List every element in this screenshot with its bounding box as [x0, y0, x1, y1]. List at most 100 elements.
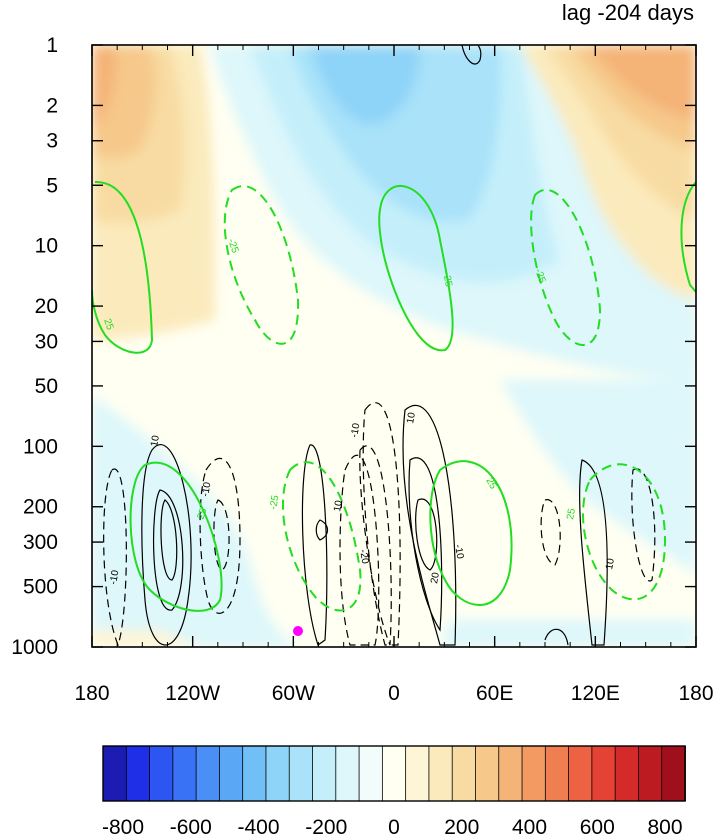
clabel-black-10-b: 10 — [332, 499, 345, 512]
contour-pos-2 — [301, 444, 328, 646]
colorbar-swatch — [265, 745, 291, 802]
y-tick-label: 10 — [35, 235, 58, 258]
y-tick-label: 50 — [35, 375, 58, 398]
colorbar-tick-label: 800 — [647, 816, 682, 838]
x-tick-label: 120W — [165, 682, 220, 705]
colorbar-tick-label: 400 — [512, 816, 547, 838]
colorbar-swatch — [172, 745, 198, 802]
colorbar-swatch — [638, 745, 663, 802]
shade-lower-right-strip — [440, 620, 696, 647]
y-tick-label: 200 — [23, 496, 58, 519]
green-neg-3 — [281, 461, 362, 612]
colorbar-swatch — [218, 745, 244, 802]
colorbar-frame — [102, 745, 686, 802]
y-tick-label: 5 — [46, 174, 58, 197]
shading-bands — [92, 45, 696, 647]
contour-neg-1 — [103, 468, 127, 647]
clabel-green-neg25-a: -25 — [225, 237, 240, 255]
contour-pos-3b — [408, 457, 443, 632]
contour-neg-2b — [362, 402, 401, 646]
colorbar-swatch — [428, 745, 454, 802]
x-tick-label: 180 — [678, 682, 713, 705]
green-pos-2 — [378, 185, 454, 352]
colorbar-swatch — [405, 745, 430, 802]
y-tick-label: 30 — [35, 330, 58, 353]
clabel-black-neg10-c: -10 — [349, 422, 362, 439]
colorbar-tick-label: 0 — [388, 816, 400, 838]
contour-small-bottom — [544, 628, 569, 646]
clabel-black-neg20: -20 — [357, 549, 370, 566]
colorbar-swatch — [312, 745, 337, 802]
y-tick-label: 20 — [35, 295, 58, 318]
green-pos-1 — [92, 180, 154, 354]
colorbar-swatch — [381, 745, 407, 802]
clabel-black-neg10-d: -10 — [452, 544, 465, 561]
clabel-green-25-b: 25 — [441, 275, 454, 288]
shade-upper-cool-4 — [310, 45, 420, 125]
y-tick-label: 3 — [46, 130, 58, 153]
y-tick-label: 500 — [23, 576, 58, 599]
contour-pos-2b — [315, 519, 329, 541]
x-tick-label: 180 — [74, 682, 109, 705]
shade-warm-right-4 — [590, 45, 696, 120]
clabel-black-10-c: 10 — [405, 411, 418, 424]
colorbar-tick-label: -400 — [237, 816, 279, 838]
contour-pos-4 — [579, 459, 608, 646]
colorbar-swatch — [451, 745, 477, 802]
colorbar-swatch — [544, 745, 570, 802]
y-tick-label: 1000 — [11, 636, 58, 659]
y-tick-label: 300 — [23, 531, 58, 554]
x-tick-label: 60E — [476, 682, 513, 705]
contour-pos-1c — [160, 499, 178, 581]
y-tick-label: 2 — [46, 94, 58, 117]
shade-lower-cool-east — [500, 380, 696, 575]
colorbar-swatch — [568, 745, 593, 802]
colorbar-swatch — [614, 745, 640, 802]
chart-title: lag -204 days — [562, 0, 694, 25]
x-tick-label: 0 — [388, 682, 400, 705]
x-tick-label: 120E — [571, 682, 620, 705]
green-pos-3 — [680, 181, 696, 293]
colorbar-swatch — [102, 745, 128, 802]
colorbar-tick-label: 600 — [580, 816, 615, 838]
marker-point — [293, 626, 303, 636]
clabel-green-25-e: 25 — [565, 507, 578, 520]
contour-neg-2a — [339, 454, 380, 646]
clabel-green-25-d: 25 — [483, 476, 498, 492]
contour-neg-1c — [213, 499, 230, 571]
contour-neg-1b — [199, 457, 241, 614]
clabel-black-neg10-b: -10 — [200, 481, 213, 498]
shading-layer — [92, 45, 696, 647]
colorbar-swatch — [288, 745, 314, 802]
colorbar-swatch — [498, 745, 523, 802]
colorbar-swatch — [125, 745, 151, 802]
clabel-black-10-a: 10 — [149, 434, 162, 447]
clabel-black-20: 20 — [429, 571, 442, 584]
colorbar-swatch — [335, 745, 360, 802]
clabel-black-10-d: 10 — [604, 557, 617, 570]
contour-neg-2c — [359, 445, 392, 646]
y-axis: 1 2 3 5 10 20 30 50 100 200 300 500 1000 — [11, 34, 696, 659]
contour-neg-4a — [540, 499, 561, 566]
colorbar-tick-label: -200 — [305, 816, 347, 838]
green-pos-4 — [129, 461, 223, 612]
green-neg-4 — [582, 463, 667, 601]
x-axis: 180 120W 60W 0 60E 120E 180 — [74, 45, 714, 705]
x-tick-label: 60W — [272, 682, 315, 705]
contour-pos-1b — [152, 489, 184, 611]
colorbar-swatch — [661, 745, 686, 802]
colorbar-swatch — [475, 745, 500, 802]
clabel-black-neg10-a: -10 — [108, 569, 121, 586]
contour-labels: 10 -10 -10 10 -10 -20 10 -10 20 10 25 -2… — [101, 237, 617, 585]
colorbar-tick-label: -600 — [170, 816, 212, 838]
clabel-green-25-c: 25 — [195, 506, 209, 521]
colorbar-tick-label: 200 — [444, 816, 479, 838]
clabel-green-neg25-b: -25 — [532, 267, 547, 285]
colorbar-swatch — [242, 745, 267, 802]
green-contours — [92, 180, 696, 612]
clabel-green-neg25-c: -25 — [268, 494, 281, 511]
colorbar-tick-label: -800 — [102, 816, 144, 838]
y-tick-label: 1 — [46, 34, 58, 57]
colorbar-swatch — [195, 745, 221, 802]
